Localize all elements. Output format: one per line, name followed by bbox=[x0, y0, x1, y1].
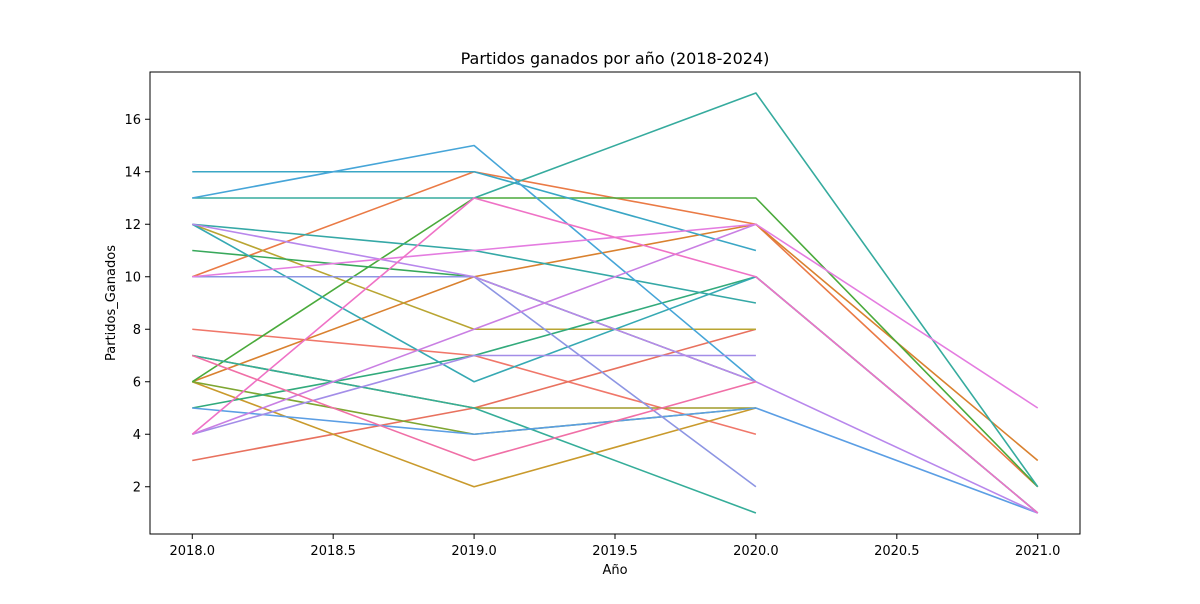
y-axis-label: Partidos_Ganados bbox=[104, 245, 119, 361]
y-tick-label: 14 bbox=[124, 165, 141, 180]
y-tick-label: 10 bbox=[124, 270, 141, 285]
y-tick-label: 12 bbox=[124, 218, 141, 233]
series-line-13 bbox=[192, 92, 1039, 488]
x-axis-label: Año bbox=[602, 563, 627, 578]
x-axis: 2018.0 2018.5 2019.0 2019.5 2020.0 2020.5 2021… bbox=[170, 534, 1061, 559]
series-line-16 bbox=[192, 170, 757, 252]
y-tick-label: 6 bbox=[133, 375, 141, 390]
series-layer bbox=[191, 92, 1039, 514]
x-tick-label: 2020.0 bbox=[733, 544, 779, 559]
y-tick-label: 16 bbox=[124, 113, 141, 128]
chart-title: Partidos ganados por año (2018-2024) bbox=[461, 49, 770, 68]
series-line-21 bbox=[192, 223, 1039, 514]
x-tick-label: 2019.5 bbox=[592, 544, 638, 559]
series-line-20 bbox=[192, 354, 756, 436]
x-tick-label: 2018.0 bbox=[170, 544, 216, 559]
series-line-9 bbox=[191, 197, 1039, 488]
series-line-22 bbox=[191, 223, 757, 435]
y-axis: 2 4 6 8 10 12 14 16 bbox=[124, 113, 150, 495]
series-line-17 bbox=[192, 144, 757, 383]
y-tick-label: 8 bbox=[133, 323, 141, 338]
x-tick-label: 2021.0 bbox=[1015, 544, 1061, 559]
y-tick-label: 4 bbox=[133, 428, 141, 443]
series-line-24 bbox=[191, 197, 1039, 514]
y-tick-label: 2 bbox=[133, 480, 141, 495]
series-line-25 bbox=[191, 354, 757, 462]
series-line-12 bbox=[192, 354, 757, 514]
x-tick-label: 2019.0 bbox=[451, 544, 497, 559]
x-tick-label: 2018.5 bbox=[310, 544, 356, 559]
x-tick-label: 2020.5 bbox=[874, 544, 920, 559]
